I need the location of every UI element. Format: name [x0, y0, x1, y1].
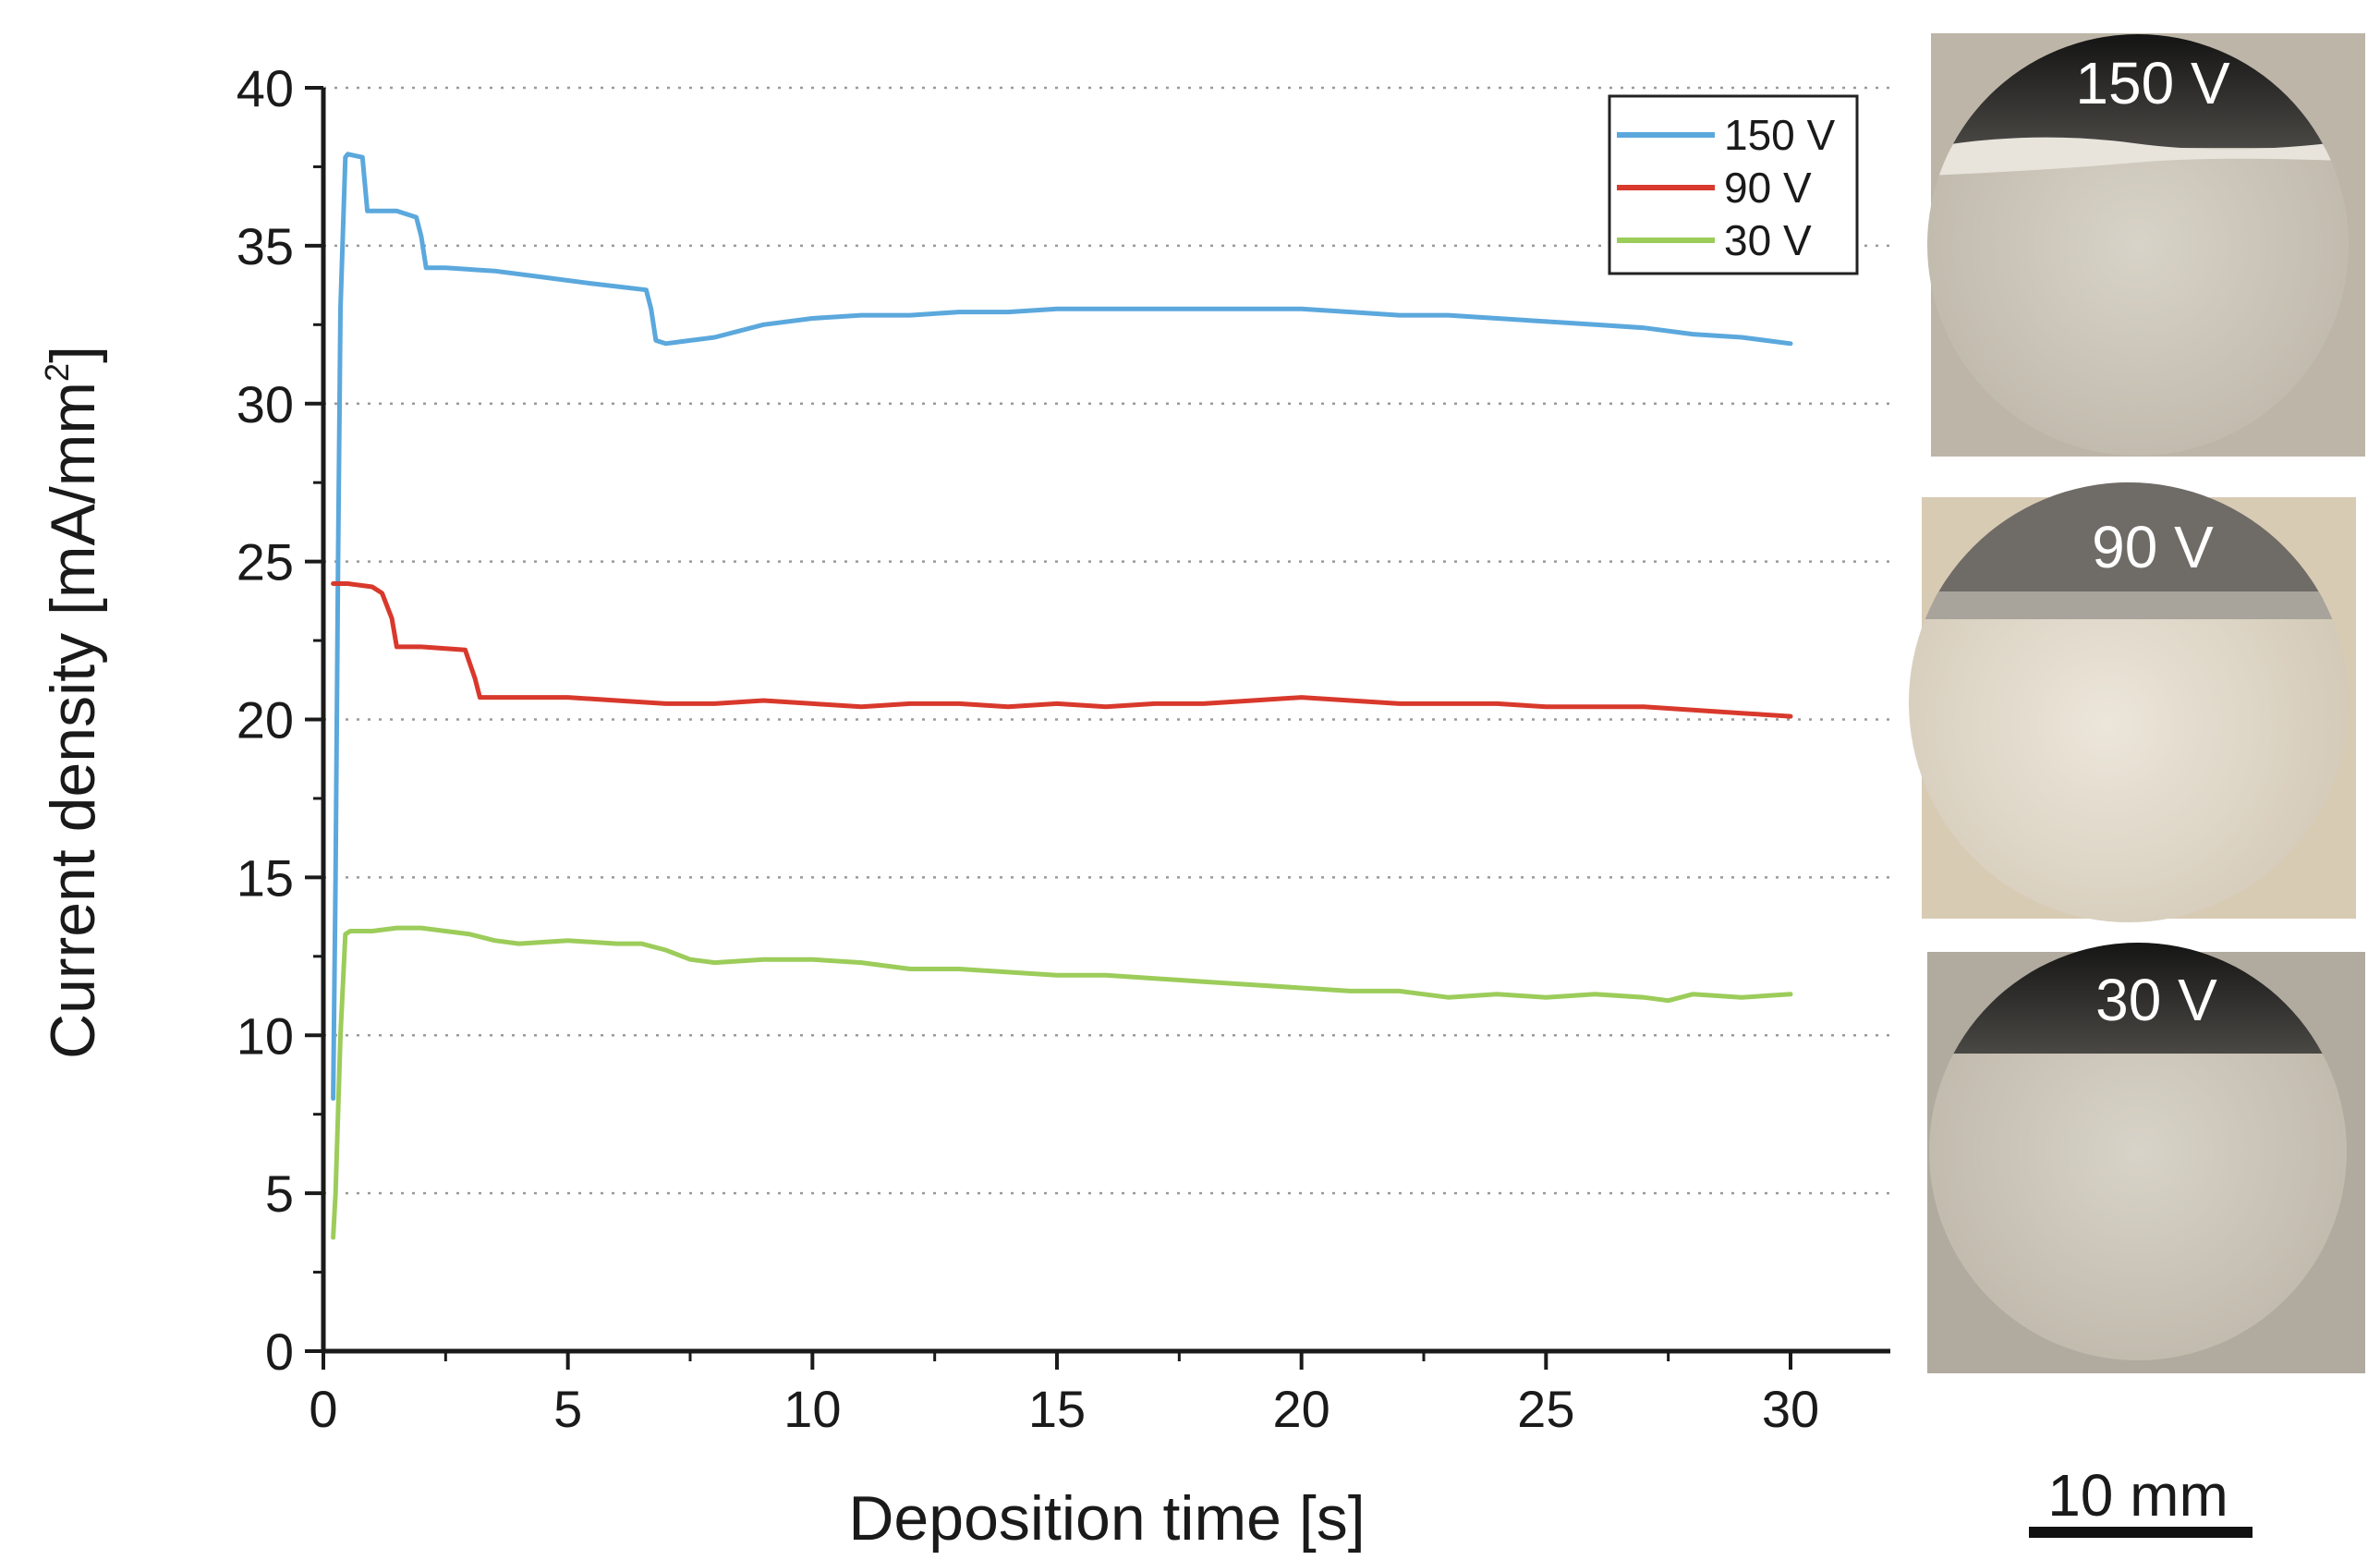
x-tick-label-20: 20: [1273, 1380, 1330, 1438]
y-tick-label-15: 15: [237, 848, 294, 907]
sample-photo-150v: 150 V: [1927, 33, 2365, 457]
scale-bar: 10 mm: [2029, 1462, 2252, 1538]
y-axis-title: Current density [mA/mm2]: [38, 346, 108, 1059]
series-line-150v: [331, 152, 1793, 1102]
series-layer: [331, 152, 1793, 1240]
y-tick-label-0: 0: [265, 1322, 294, 1381]
x-tick-label-0: 0: [309, 1380, 337, 1438]
plot-area: 0 5 10 15 20 25 30 0 5 10 15 20 25 30 35 40 Deposition…: [38, 59, 1890, 1554]
legend-label-30v: 30 V: [1724, 216, 1812, 264]
x-tick-label-15: 15: [1028, 1380, 1086, 1438]
y-axis-title-superscript: 2: [38, 363, 76, 382]
x-axis-title: Deposition time [s]: [848, 1483, 1365, 1554]
scale-bar-line: [2029, 1527, 2252, 1538]
x-ticks: 0 5 10 15 20 25 30: [309, 1351, 1819, 1438]
legend-label-150v: 150 V: [1724, 111, 1836, 159]
sample-photo-90v: 90 V: [1909, 482, 2356, 922]
photo-label-30v: 30 V: [2095, 967, 2217, 1033]
series-line-90v: [331, 581, 1793, 719]
y-axis-title-main: Current density [mA/mm: [38, 382, 108, 1059]
photo-label-90v: 90 V: [2092, 514, 2214, 580]
x-tick-label-25: 25: [1517, 1380, 1574, 1438]
x-tick-label-10: 10: [783, 1380, 841, 1438]
y-axis-title-close: ]: [38, 346, 108, 363]
sample-photo-30v: 30 V: [1927, 943, 2365, 1373]
y-ticks: 0 5 10 15 20 25 30 35 40: [237, 59, 323, 1381]
x-tick-label-30: 30: [1762, 1380, 1819, 1438]
legend: 150 V 90 V 30 V: [1608, 94, 1859, 275]
x-tick-label-5: 5: [553, 1380, 582, 1438]
y-tick-label-35: 35: [237, 217, 294, 275]
y-tick-label-20: 20: [237, 691, 294, 750]
y-tick-label-25: 25: [237, 533, 294, 591]
scale-bar-label: 10 mm: [2047, 1462, 2228, 1529]
y-tick-label-40: 40: [237, 59, 294, 117]
uncoated-region: [1927, 34, 2349, 176]
y-tick-label-30: 30: [237, 375, 294, 433]
y-tick-label-10: 10: [237, 1006, 294, 1065]
series-line-30v: [331, 925, 1793, 1240]
y-tick-label-5: 5: [265, 1164, 294, 1223]
photo-label-150v: 150 V: [2075, 50, 2230, 116]
legend-label-90v: 90 V: [1724, 164, 1812, 212]
